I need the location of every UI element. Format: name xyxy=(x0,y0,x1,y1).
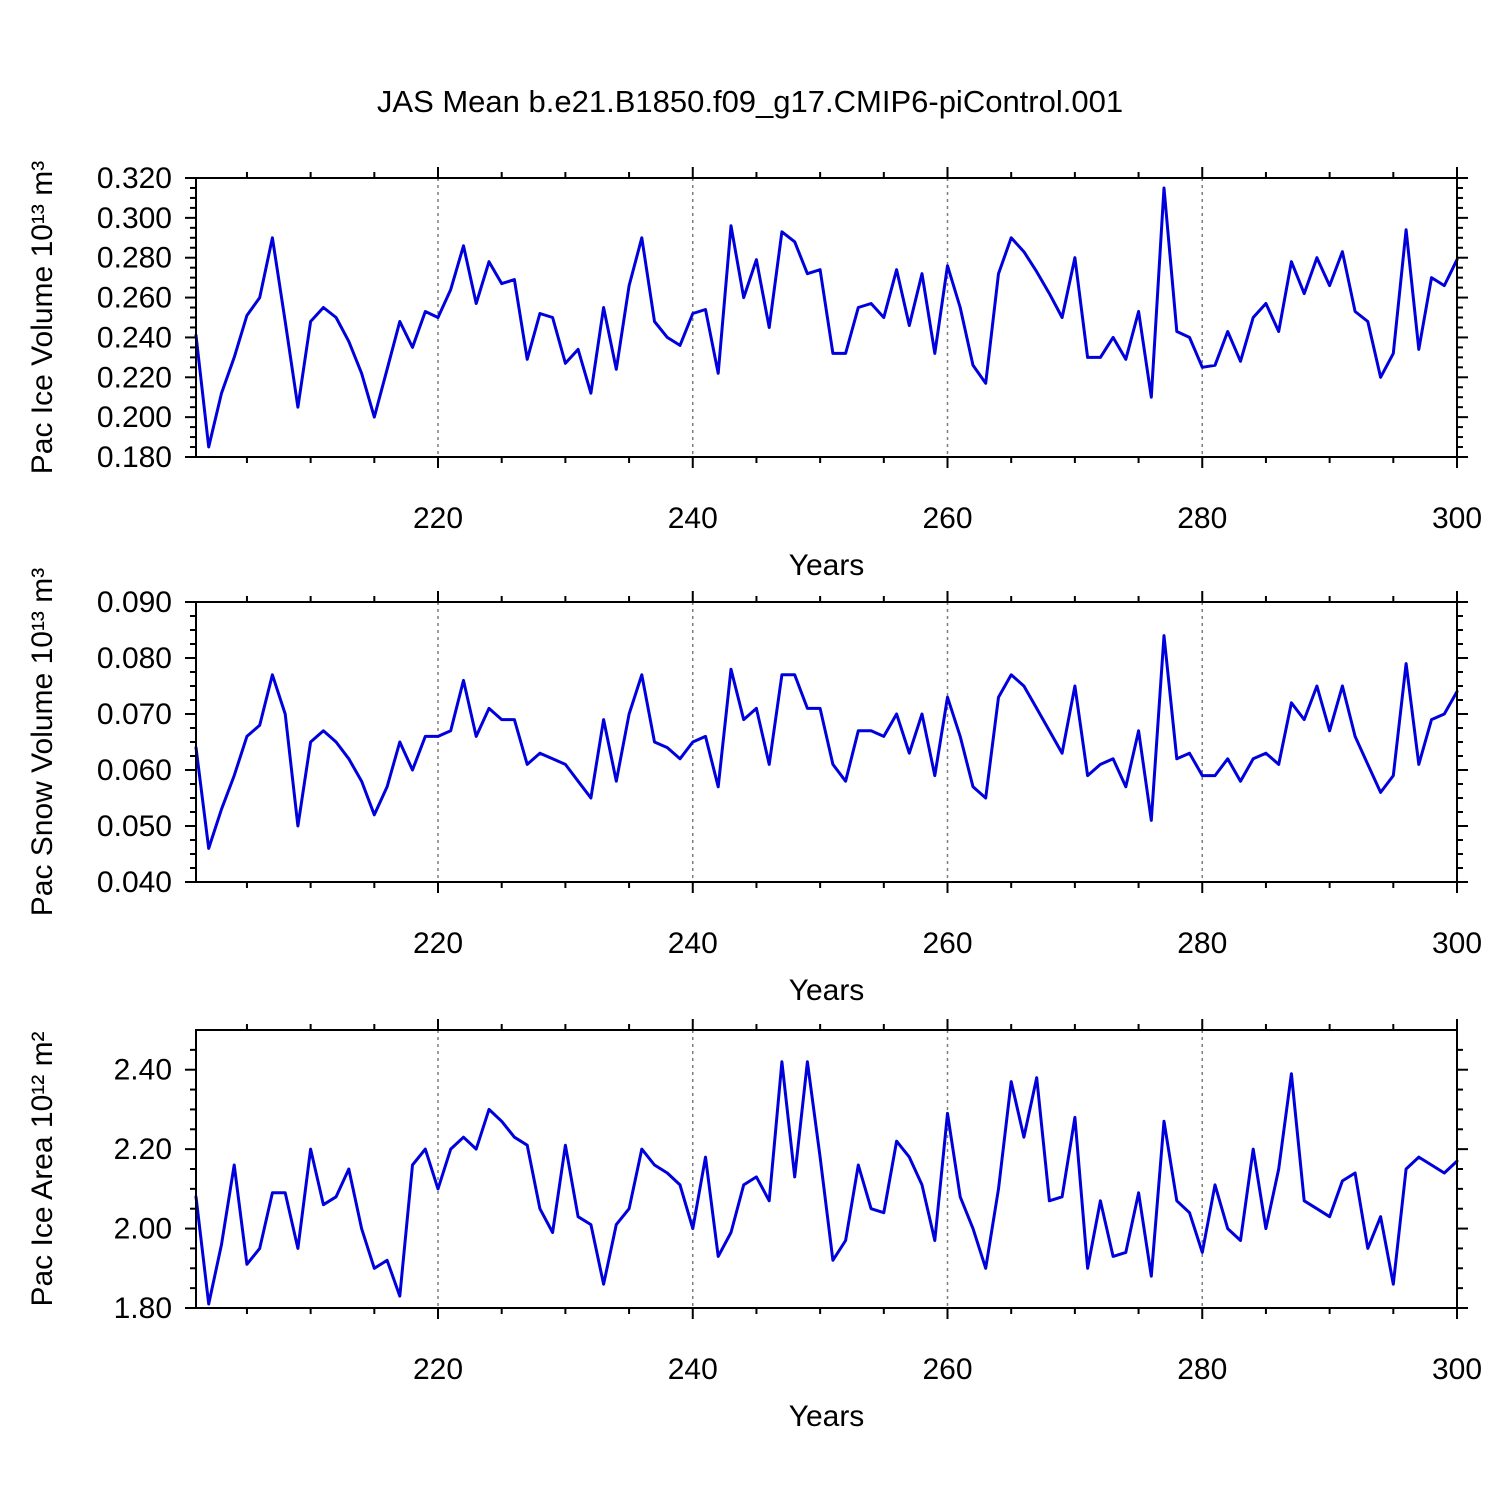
y-axis-title: Pac Ice Volume 10¹³ m³ xyxy=(26,161,59,474)
y-tick-label: 1.80 xyxy=(114,1292,172,1325)
y-axis-title: Pac Snow Volume 10¹³ m³ xyxy=(26,568,59,916)
tick-marks xyxy=(185,591,1468,893)
tick-marks xyxy=(185,167,1468,468)
y-tick-label: 0.280 xyxy=(97,242,172,275)
y-tick-label: 0.050 xyxy=(97,810,172,843)
x-tick-label: 300 xyxy=(1432,1353,1482,1386)
x-axis-title: Years xyxy=(789,1400,865,1433)
x-tick-label: 220 xyxy=(413,1353,463,1386)
panel-pac-snow-volume: 0.040 0.050 0.060 0.070 0.080 0.090 220 240 260 2… xyxy=(26,568,1482,1007)
y-tick-label: 0.220 xyxy=(97,361,172,394)
axes-frame xyxy=(195,1029,1458,1309)
pac-ice-volume-series-line xyxy=(194,186,1459,449)
x-tick-label: 220 xyxy=(413,927,463,960)
y-tick-label: 0.200 xyxy=(97,401,172,434)
pac-snow-volume-series-line xyxy=(194,634,1459,850)
x-tick-label: 220 xyxy=(413,502,463,535)
y-tick-label: 0.240 xyxy=(97,321,172,354)
y-tick-label: 0.300 xyxy=(97,202,172,235)
x-axis-title: Years xyxy=(789,549,865,582)
x-axis-title: Years xyxy=(789,974,865,1007)
y-tick-label: 0.320 xyxy=(97,162,172,195)
x-tick-label: 260 xyxy=(922,1353,972,1386)
y-tick-label: 2.20 xyxy=(114,1133,172,1166)
x-tick-label: 260 xyxy=(922,502,972,535)
panel-pac-ice-volume: 0.180 0.200 0.220 0.240 0.260 0.280 0.300 0.320… xyxy=(26,161,1482,582)
x-tick-label: 280 xyxy=(1177,1353,1227,1386)
x-tick-label: 240 xyxy=(668,1353,718,1386)
chart-title: JAS Mean b.e21.B1850.f09_g17.CMIP6-piCon… xyxy=(376,84,1124,119)
y-tick-label: 0.180 xyxy=(97,441,172,474)
y-axis-title: Pac Ice Area 10¹² m² xyxy=(26,1031,59,1306)
x-tick-label: 280 xyxy=(1177,502,1227,535)
y-tick-label: 0.060 xyxy=(97,754,172,787)
y-tick-label: 0.260 xyxy=(97,282,172,315)
x-tick-label: 300 xyxy=(1432,502,1482,535)
x-tick-label: 240 xyxy=(668,502,718,535)
y-tick-label: 0.080 xyxy=(97,642,172,675)
x-tick-label: 240 xyxy=(668,927,718,960)
y-tick-label: 2.40 xyxy=(114,1054,172,1087)
x-tick-label: 300 xyxy=(1432,927,1482,960)
y-tick-label: 0.090 xyxy=(97,586,172,619)
tick-marks xyxy=(185,1019,1468,1319)
x-tick-label: 280 xyxy=(1177,927,1227,960)
x-tick-label: 260 xyxy=(922,927,972,960)
panel-pac-ice-area: 1.80 2.00 2.20 2.40 220 240 260 280 300 Years Pac … xyxy=(26,1019,1482,1433)
y-tick-label: 2.00 xyxy=(114,1213,172,1246)
pac-ice-area-series-line xyxy=(194,1060,1459,1306)
y-tick-label: 0.040 xyxy=(97,866,172,899)
y-tick-label: 0.070 xyxy=(97,698,172,731)
